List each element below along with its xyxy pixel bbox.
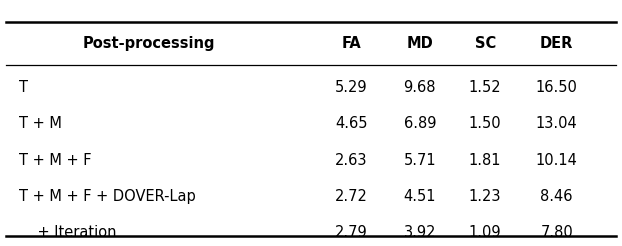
Text: 13.04: 13.04: [536, 116, 578, 131]
Text: 2.63: 2.63: [335, 153, 368, 168]
Text: T: T: [19, 80, 27, 95]
Text: 1.23: 1.23: [469, 189, 501, 204]
Text: 1.81: 1.81: [469, 153, 501, 168]
Text: SC: SC: [475, 36, 496, 50]
Text: 1.50: 1.50: [469, 116, 501, 131]
Text: FA: FA: [341, 36, 361, 50]
Text: 2.72: 2.72: [335, 189, 368, 204]
Text: 5.29: 5.29: [335, 80, 368, 95]
Text: DER: DER: [540, 36, 573, 50]
Text: + Iteration: + Iteration: [19, 226, 116, 240]
Text: 4.65: 4.65: [335, 116, 368, 131]
Text: Post-processing: Post-processing: [83, 36, 216, 50]
Text: 16.50: 16.50: [536, 80, 578, 95]
Text: T + M: T + M: [19, 116, 62, 131]
Text: 1.52: 1.52: [469, 80, 501, 95]
Text: 8.46: 8.46: [541, 189, 573, 204]
Text: T + M + F: T + M + F: [19, 153, 91, 168]
Text: 5.71: 5.71: [404, 153, 436, 168]
Text: 1.09: 1.09: [469, 226, 501, 240]
Text: 3.92: 3.92: [404, 226, 436, 240]
Text: 10.14: 10.14: [536, 153, 578, 168]
Text: 2.79: 2.79: [335, 226, 368, 240]
Text: 4.51: 4.51: [404, 189, 436, 204]
Text: T + M + F + DOVER-Lap: T + M + F + DOVER-Lap: [19, 189, 195, 204]
Text: MD: MD: [406, 36, 434, 50]
Text: 7.80: 7.80: [541, 226, 573, 240]
Text: 6.89: 6.89: [404, 116, 436, 131]
Text: 9.68: 9.68: [404, 80, 436, 95]
